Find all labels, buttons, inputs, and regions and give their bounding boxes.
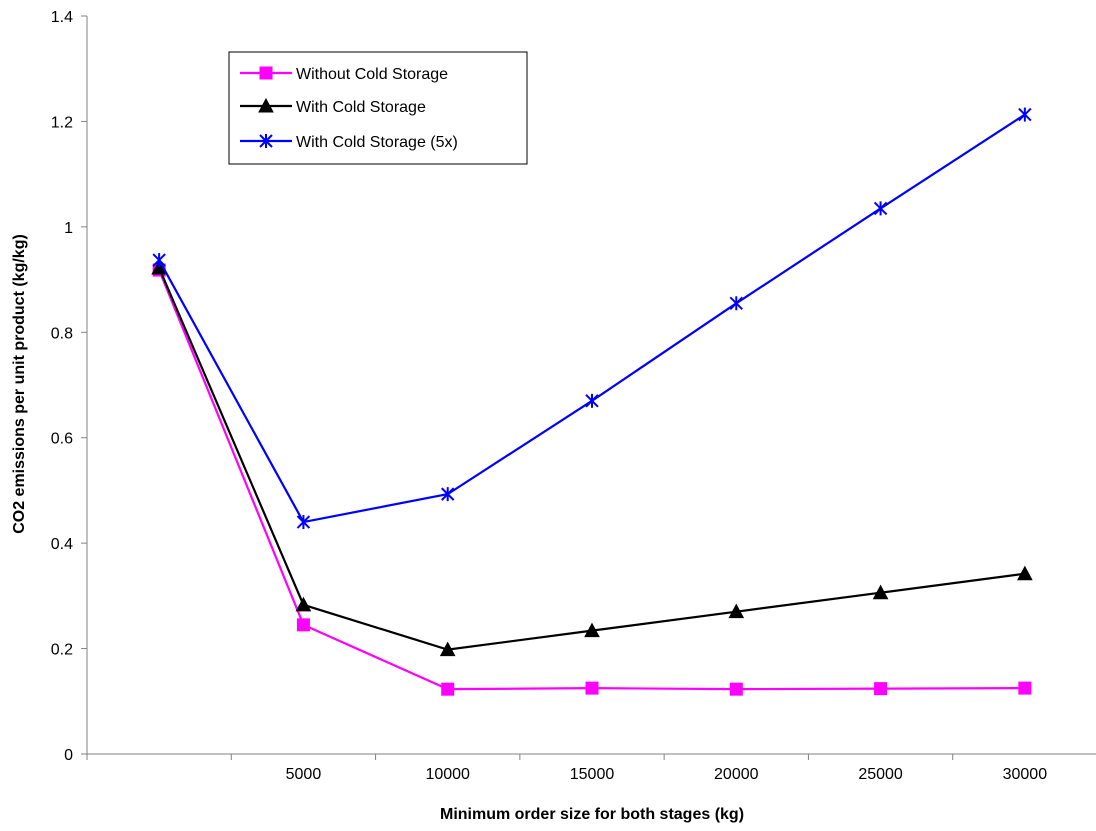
- series-3: [152, 107, 1032, 530]
- data-point-square: [585, 681, 599, 695]
- legend: Without Cold Storage With Cold Storage Wit…: [228, 51, 528, 165]
- data-point-triangle: [295, 596, 312, 612]
- x-axis-title: Minimum order size for both stages (kg): [440, 806, 744, 823]
- data-point-triangle: [584, 622, 600, 638]
- data-point-asterisk: [152, 253, 166, 268]
- data-point-asterisk: [441, 487, 455, 502]
- data-point-triangle: [728, 603, 745, 619]
- axes: [86, 16, 1096, 755]
- x-tick-label: 30000: [1003, 766, 1048, 783]
- series-line: [158, 267, 1026, 651]
- data-point-asterisk: [1018, 107, 1032, 122]
- series-1: [152, 263, 1032, 696]
- x-axis-ticks: 5000 10000 15000 20000 25000 30000: [86, 754, 1048, 783]
- x-tick-label: 25000: [858, 766, 903, 783]
- y-tick-label: 1.4: [51, 9, 73, 26]
- y-axis-ticks: 0 0.2 0.4 0.6 0.8 1 1.2 1.4: [51, 9, 87, 764]
- legend-label: With Cold Storage (5x): [296, 134, 458, 151]
- x-tick-label: 15000: [570, 766, 615, 783]
- y-tick-label: 0.2: [51, 642, 73, 659]
- data-point-square: [874, 682, 888, 696]
- data-point-asterisk: [585, 393, 599, 408]
- legend-label: Without Cold Storage: [296, 66, 448, 83]
- legend-label: With Cold Storage: [296, 99, 426, 116]
- y-tick-label: 1.2: [51, 114, 73, 131]
- y-tick-label: 0: [64, 747, 73, 764]
- data-point-triangle: [872, 584, 889, 600]
- data-point-triangle: [258, 97, 274, 113]
- series-line: [158, 113, 1026, 524]
- x-tick-label: 20000: [714, 766, 759, 783]
- legend-box: [228, 51, 528, 165]
- series-group: [151, 107, 1033, 696]
- y-tick-label: 0.4: [51, 536, 73, 553]
- y-tick-label: 1: [64, 220, 73, 237]
- y-tick-label: 0.8: [51, 325, 73, 342]
- data-point-triangle: [439, 641, 456, 657]
- data-point-square: [296, 618, 310, 632]
- data-point-square: [729, 682, 743, 696]
- data-point-asterisk: [873, 201, 888, 216]
- series-2: [151, 259, 1033, 657]
- data-point-square: [441, 682, 455, 696]
- legend-entry-3: With Cold Storage (5x): [240, 134, 458, 151]
- data-point-square: [259, 66, 273, 80]
- data-point-asterisk: [259, 134, 273, 148]
- y-axis-title: CO2 emissions per unit product (kg/kg): [11, 234, 28, 534]
- legend-entry-2: With Cold Storage: [240, 97, 426, 116]
- x-tick-label: 5000: [286, 766, 322, 783]
- data-point-triangle: [1017, 565, 1033, 581]
- y-tick-label: 0.6: [51, 431, 73, 448]
- data-point-asterisk: [296, 515, 311, 530]
- legend-entry-1: Without Cold Storage: [240, 66, 448, 83]
- x-tick-label: 10000: [425, 766, 470, 783]
- data-point-square: [1018, 681, 1032, 695]
- data-point-asterisk: [729, 296, 743, 311]
